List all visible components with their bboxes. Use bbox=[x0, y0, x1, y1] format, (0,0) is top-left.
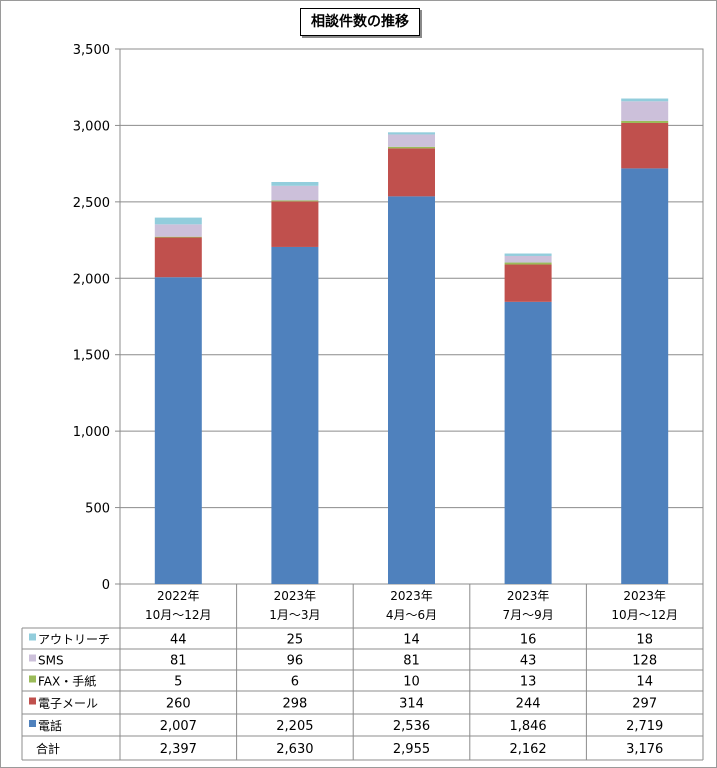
x-tick-label: 2023年 bbox=[274, 589, 317, 603]
legend-swatch bbox=[29, 697, 36, 705]
x-tick-label: 2023年 bbox=[390, 589, 433, 603]
data-label: 25 bbox=[287, 633, 304, 648]
data-label: 14 bbox=[636, 675, 653, 690]
bar-segment bbox=[388, 148, 435, 197]
x-tick-label: 4月～6月 bbox=[386, 608, 437, 622]
bar-segment bbox=[154, 236, 202, 238]
bar-segment bbox=[504, 255, 552, 263]
y-tick-label: 3,500 bbox=[73, 43, 110, 58]
y-tick-label: 0 bbox=[102, 578, 110, 593]
data-label: 6 bbox=[291, 675, 299, 690]
legend-label: 電話 bbox=[38, 718, 62, 733]
bar-segment bbox=[154, 224, 202, 237]
legend-swatch bbox=[29, 633, 36, 641]
data-label: 81 bbox=[170, 654, 187, 669]
data-label: 16 bbox=[520, 633, 537, 648]
x-tick-label: 10月～12月 bbox=[611, 608, 678, 622]
data-label: 96 bbox=[287, 654, 304, 669]
data-label: 1,846 bbox=[509, 719, 546, 734]
bar-segment bbox=[621, 168, 669, 585]
y-tick-label: 3,000 bbox=[73, 119, 110, 134]
data-label: 2,719 bbox=[626, 719, 663, 734]
data-label: 13 bbox=[520, 675, 537, 690]
bar-segment bbox=[154, 277, 202, 584]
bar-segment bbox=[271, 185, 319, 201]
legend-label: アウトリーチ bbox=[38, 633, 110, 647]
data-label: 314 bbox=[399, 697, 424, 712]
y-tick-label: 1,000 bbox=[73, 425, 110, 440]
bar-segment bbox=[271, 201, 319, 247]
bar-segment bbox=[621, 120, 669, 123]
data-label: 297 bbox=[632, 697, 657, 712]
y-tick-label: 500 bbox=[85, 502, 110, 517]
data-label: 2,162 bbox=[509, 742, 546, 757]
data-label: 2,955 bbox=[393, 742, 430, 757]
data-label: 81 bbox=[403, 654, 420, 669]
y-tick-label: 2,500 bbox=[73, 196, 110, 211]
legend-label: SMS bbox=[38, 654, 64, 668]
bar-segment bbox=[621, 98, 669, 102]
bar-segment bbox=[388, 146, 435, 149]
legend-label: 電子メール bbox=[38, 697, 98, 711]
x-tick-label: 1月～3月 bbox=[269, 608, 320, 622]
data-label: 2,205 bbox=[276, 719, 313, 734]
bar-segment bbox=[621, 122, 669, 169]
bar-segment bbox=[271, 181, 319, 186]
data-label: 260 bbox=[166, 697, 191, 712]
legend-swatch bbox=[29, 675, 36, 683]
bar-segment bbox=[154, 237, 202, 278]
data-label: 2,536 bbox=[393, 719, 430, 734]
legend-swatch bbox=[29, 720, 36, 727]
bar-segment bbox=[271, 200, 319, 202]
data-label: 44 bbox=[170, 633, 187, 648]
data-label: 128 bbox=[632, 654, 657, 669]
bar-segment bbox=[271, 246, 319, 584]
data-label: 5 bbox=[174, 675, 182, 690]
total-label: 合計 bbox=[36, 741, 60, 756]
bar-segment bbox=[388, 134, 435, 147]
bar-segment bbox=[388, 196, 435, 584]
data-label: 3,176 bbox=[626, 742, 663, 757]
x-tick-label: 10月～12月 bbox=[145, 608, 212, 622]
data-label: 14 bbox=[403, 633, 420, 648]
bar-segment bbox=[504, 262, 552, 265]
bar-segment bbox=[504, 264, 552, 302]
data-label: 2,397 bbox=[160, 742, 197, 757]
x-tick-label: 2023年 bbox=[623, 589, 666, 603]
data-label: 298 bbox=[282, 697, 307, 712]
data-label: 2,630 bbox=[276, 742, 313, 757]
legend-swatch bbox=[29, 654, 36, 662]
legend-label: FAX・手紙 bbox=[38, 674, 96, 689]
data-label: 2,007 bbox=[160, 719, 197, 734]
bar-segment bbox=[388, 132, 435, 135]
data-label: 244 bbox=[516, 697, 541, 712]
data-label: 10 bbox=[403, 675, 420, 690]
bar-segment bbox=[621, 101, 669, 121]
chart-title: 相談件数の推移 bbox=[300, 8, 420, 36]
x-tick-label: 7月～9月 bbox=[502, 608, 553, 622]
y-tick-label: 2,000 bbox=[73, 272, 110, 287]
y-tick-label: 1,500 bbox=[73, 349, 110, 364]
bar-segment bbox=[154, 217, 202, 225]
data-label: 43 bbox=[520, 654, 537, 669]
bar-segment bbox=[504, 253, 552, 256]
x-tick-label: 2023年 bbox=[507, 589, 550, 603]
bar-segment bbox=[504, 301, 552, 584]
x-tick-label: 2022年 bbox=[157, 589, 200, 603]
data-label: 18 bbox=[636, 633, 653, 648]
